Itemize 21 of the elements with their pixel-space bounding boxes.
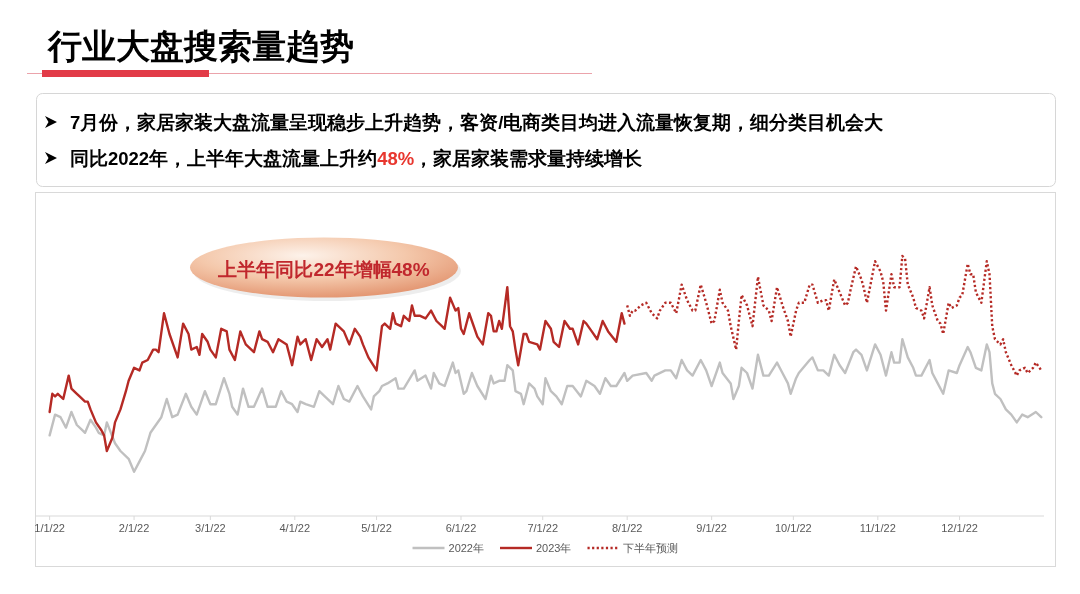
x-tick-label: 9/1/22	[696, 522, 727, 534]
x-tick-label: 2/1/22	[118, 522, 150, 534]
x-tick-label: 3/1/22	[195, 522, 226, 534]
legend-label: 2023年	[536, 542, 572, 554]
x-tick-label: 8/1/22	[611, 522, 643, 534]
x-tick-label: 5/1/22	[361, 522, 392, 534]
x-tick-label: 10/1/22	[775, 522, 812, 534]
x-tick-label: 4/1/22	[279, 522, 311, 534]
annotation: ，家居家装需求量持续增长	[414, 148, 643, 169]
annotation: 7月份，家居家装大盘流量呈现稳步上升趋势，客资/电商类目均进入流量恢复期，细分类目机会大	[70, 112, 884, 133]
x-tick-label: 12/1/22	[941, 522, 978, 534]
title: 行业大盘搜索量趋势	[48, 27, 354, 65]
annotation: 上半年同比22年增幅48%	[218, 259, 430, 280]
x-tick-label: 7/1/22	[527, 522, 558, 534]
legend-label: 下半年预测	[623, 542, 679, 554]
x-tick-label: 11/1/22	[859, 522, 896, 534]
annotation: 同比2022年，上半年大盘流量上升约	[70, 148, 378, 169]
legend-label: 2022年	[448, 542, 484, 554]
x-tick-label: 6/1/22	[445, 522, 477, 534]
annotation: 48%	[377, 148, 415, 169]
x-tick-label: 1/1/22	[34, 522, 65, 534]
